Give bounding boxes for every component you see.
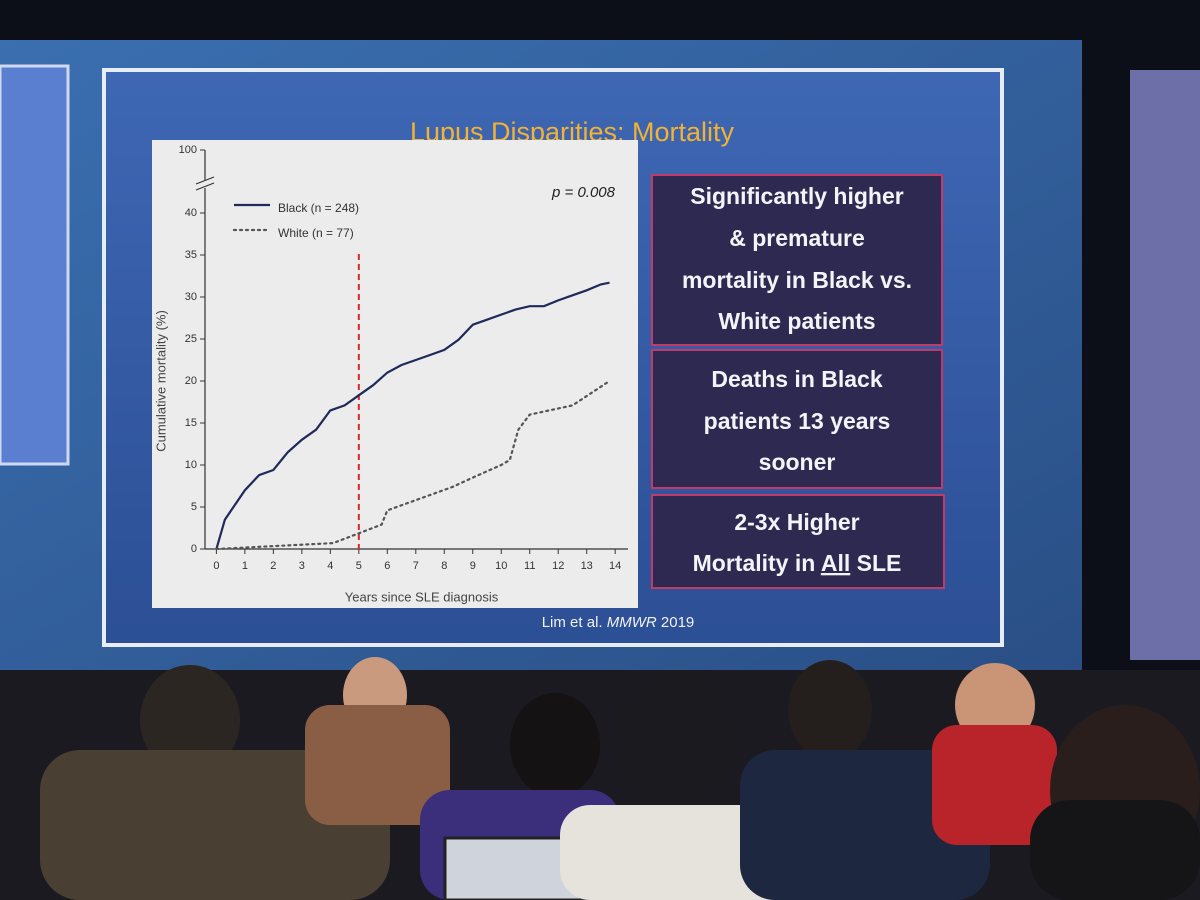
x-tick-label: 9 — [470, 560, 476, 572]
box-text: & premature — [729, 225, 864, 251]
series-line — [215, 379, 611, 551]
box-text: Mortality in — [693, 550, 821, 576]
box-text: Deaths in Black — [711, 366, 882, 392]
box-text: Mortality in All SLE — [693, 550, 902, 576]
box-text: patients 13 years — [704, 408, 891, 434]
y-tick-label: 20 — [185, 375, 197, 387]
series-line — [215, 281, 610, 550]
person — [740, 750, 990, 900]
p-value: p = 0.008 — [551, 184, 616, 201]
box-text: White patients — [718, 308, 875, 334]
axis-break — [195, 176, 215, 185]
text-box — [651, 349, 943, 489]
y-tick-label: 40 — [185, 207, 197, 219]
x-tick-label: 0 — [213, 560, 219, 572]
x-tick-label: 7 — [413, 560, 419, 572]
box-text: sooner — [759, 449, 836, 475]
axis-break — [195, 182, 215, 191]
box-text-underlined: All — [821, 550, 850, 576]
y-tick-label: 0 — [191, 543, 197, 555]
x-tick-label: 8 — [441, 560, 447, 572]
citation-year: 2019 — [661, 614, 694, 631]
y-tick-label: 25 — [185, 333, 197, 345]
x-tick-label: 5 — [356, 560, 362, 572]
text-box — [651, 174, 943, 346]
legend-label: White (n = 77) — [278, 226, 354, 240]
x-tick-label: 10 — [495, 560, 507, 572]
citation: Lim et al. MMWR 2019 — [542, 614, 695, 631]
chart-panel — [152, 140, 638, 608]
x-tick-label: 3 — [299, 560, 305, 572]
y-axis-label: Cumulative mortality (%) — [153, 310, 168, 452]
head — [788, 660, 872, 760]
head — [510, 693, 600, 797]
head — [613, 670, 737, 810]
x-tick-label: 4 — [327, 560, 333, 572]
side-slide — [0, 64, 70, 466]
side-panel — [1130, 70, 1200, 660]
x-tick-label: 12 — [552, 560, 564, 572]
x-tick-label: 2 — [270, 560, 276, 572]
person — [1030, 800, 1200, 900]
x-tick-label: 11 — [524, 560, 535, 572]
citation-journal: MMWR — [607, 614, 657, 631]
y-tick-label: 30 — [185, 291, 197, 303]
x-tick-label: 6 — [384, 560, 390, 572]
box-text: Significantly higher — [690, 183, 903, 209]
box-text: 2-3x Higher — [734, 509, 859, 535]
box-text: SLE — [850, 550, 901, 576]
citation-authors: Lim et al. — [542, 614, 603, 631]
y-tick-label: 35 — [185, 249, 197, 261]
legend-label: Black (n = 248) — [278, 201, 359, 215]
person — [305, 705, 450, 825]
box-text: mortality in Black vs. — [682, 267, 912, 293]
person — [40, 750, 390, 900]
person — [932, 725, 1057, 845]
x-tick-label: 14 — [609, 560, 621, 572]
y-tick-label: 15 — [185, 417, 197, 429]
y-tick-label: 5 — [191, 501, 197, 513]
y-tick-label: 100 — [179, 144, 197, 156]
head — [140, 665, 240, 775]
text-box — [651, 494, 945, 589]
y-tick-label: 10 — [185, 459, 197, 471]
x-tick-label: 13 — [581, 560, 593, 572]
x-tick-label: 1 — [242, 560, 248, 572]
x-axis-label: Years since SLE diagnosis — [345, 589, 499, 604]
